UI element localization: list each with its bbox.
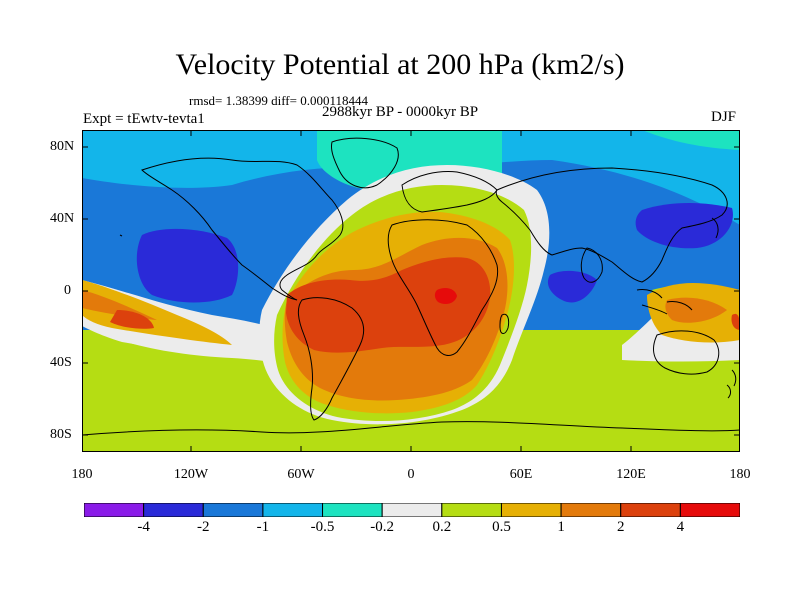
map-ticks xyxy=(82,130,740,452)
colorbar xyxy=(84,503,740,517)
experiment-label: Expt = tEwtv-tevta1 xyxy=(83,111,205,127)
colorbar-swatch xyxy=(679,503,740,517)
colorbar-swatch xyxy=(143,503,204,517)
colorbar-swatch xyxy=(322,503,383,517)
lon-label-180-east: 180 xyxy=(729,467,751,482)
period-label: 2988kyr BP - 0000kyr BP xyxy=(322,104,479,120)
colorbar-swatch xyxy=(202,503,264,517)
colorbar-label: -4 xyxy=(137,519,150,535)
colorbar-swatch xyxy=(84,503,145,517)
colorbar-label: -1 xyxy=(256,519,270,535)
lon-label-60e: 60E xyxy=(509,467,533,482)
stats-label: rmsd= 1.38399 diff= 0.000118444 xyxy=(189,93,368,108)
colorbar-swatch xyxy=(441,503,502,517)
lat-label-80n: 80N xyxy=(50,139,75,154)
lon-label-0: 0 xyxy=(407,467,415,482)
colorbar-label: 0.5 xyxy=(492,519,511,535)
lat-label-0: 0 xyxy=(64,283,71,298)
lon-label-120e: 120E xyxy=(616,467,646,482)
colorbar-swatch xyxy=(500,503,562,517)
colorbar-swatch xyxy=(620,503,681,517)
lon-label-60w: 60W xyxy=(287,467,315,482)
colorbar-label: 0.2 xyxy=(432,519,452,535)
lat-label-80s: 80S xyxy=(50,427,72,442)
colorbar-swatch xyxy=(560,503,622,517)
lat-label-40n: 40N xyxy=(50,211,75,226)
map-title: Velocity Potential at 200 hPa (km2/s) xyxy=(175,48,625,81)
colorbar-label: 1 xyxy=(557,519,565,535)
colorbar-label: -0.2 xyxy=(370,519,395,535)
colorbar-label: -0.5 xyxy=(310,519,335,535)
season-label: DJF xyxy=(711,109,737,125)
lat-label-40s: 40S xyxy=(50,355,72,370)
colorbar-label: -2 xyxy=(197,519,210,535)
velocity-potential-map xyxy=(82,130,740,452)
lon-label-180-west: 180 xyxy=(71,467,93,482)
colorbar-label: 2 xyxy=(616,519,625,535)
colorbar-label: 4 xyxy=(676,519,685,535)
colorbar-swatch xyxy=(262,503,324,517)
colorbar-swatch xyxy=(381,503,443,517)
lon-label-120w: 120W xyxy=(173,467,209,482)
